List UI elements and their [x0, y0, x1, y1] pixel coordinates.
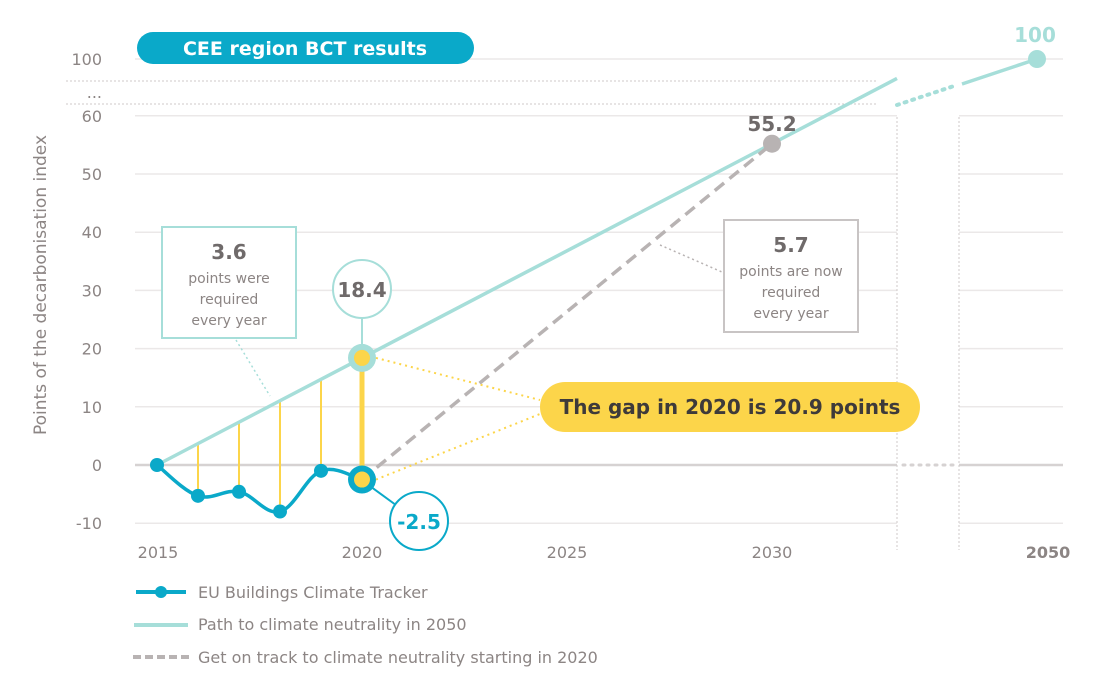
x-tick-label: 2015 — [138, 543, 179, 562]
y-tick-label: 60 — [82, 107, 102, 126]
y-axis-label: Points of the decarbonisation index — [31, 135, 51, 435]
y-tick-label: 10 — [82, 398, 102, 417]
legend-tracker-marker-icon — [155, 586, 167, 598]
leader-right-box — [659, 244, 723, 273]
path-point-2050 — [1028, 50, 1046, 68]
series — [150, 50, 1046, 519]
legend-item-tracker: EU Buildings Climate Tracker — [136, 583, 428, 602]
path-line-break — [895, 83, 959, 107]
annotation-left-line-2: required — [200, 292, 259, 308]
gap-callout-background — [540, 382, 920, 432]
tracker-point — [150, 458, 164, 472]
chart-title-text: CEE region BCT results — [183, 38, 427, 60]
annotation-right-line-2: required — [762, 285, 821, 301]
leader-left-box — [235, 339, 271, 397]
tracker-line — [155, 463, 363, 514]
label-value-18-4: 18.4 — [337, 278, 386, 302]
legend-tracker-label: EU Buildings Climate Tracker — [198, 583, 428, 602]
chart-title-background — [137, 32, 474, 64]
y-tick-label: 40 — [82, 223, 102, 242]
y-tick-label: 0 — [92, 456, 102, 475]
chart-title: CEE region BCT results — [137, 32, 474, 64]
tracker-point — [273, 504, 287, 519]
label-circle-18-4 — [332, 259, 392, 319]
y-tick-label: 50 — [82, 165, 102, 184]
annotation-box-left-border — [161, 226, 297, 339]
legend-item-path: Path to climate neutrality in 2050 — [134, 615, 467, 634]
y-tick-label: 100 — [71, 50, 102, 69]
annotation-right-line-1: points are now — [739, 264, 842, 280]
annotations: 18.4 -2.5 55.2 100 — [235, 23, 1056, 551]
label-value-100: 100 — [1014, 23, 1056, 47]
tracker-point — [232, 484, 246, 499]
annotation-left-line-1: points were — [188, 271, 270, 287]
label-circle-minus-2-5 — [389, 491, 449, 551]
legend-ontrack-label: Get on track to climate neutrality start… — [198, 648, 598, 667]
tracker-point-2020 — [354, 471, 370, 488]
ontrack-point-2030 — [763, 134, 781, 153]
y-tick-label: 30 — [82, 281, 102, 300]
leader-gap-top — [375, 356, 541, 401]
annotation-box-left: 3.6 points were required every year — [161, 226, 297, 339]
x-tick-label: 2050 — [1026, 543, 1071, 562]
annotation-box-right-border — [723, 219, 859, 333]
annotation-left-line-3: every year — [191, 313, 266, 329]
y-tick-label: -10 — [76, 514, 102, 533]
label-value-55-2: 55.2 — [747, 112, 796, 136]
x-tick-label: 2030 — [752, 543, 793, 562]
gap-callout: The gap in 2020 is 20.9 points — [540, 382, 920, 432]
annotation-right-line-3: every year — [753, 306, 828, 322]
ontrack-line — [360, 142, 774, 481]
legend: EU Buildings Climate Tracker Path to cli… — [133, 583, 598, 667]
legend-item-ontrack: Get on track to climate neutrality start… — [133, 648, 598, 667]
x-tick-label: 2025 — [547, 543, 588, 562]
leader-gap-bottom — [375, 413, 541, 481]
gap-callout-text: The gap in 2020 is 20.9 points — [560, 395, 901, 419]
path-point-2020 — [354, 349, 370, 366]
x-tick-label: 2020 — [342, 543, 383, 562]
annotation-left-value: 3.6 — [211, 240, 246, 264]
path-line-end — [961, 57, 1038, 86]
label-value-minus-2-5: -2.5 — [397, 510, 441, 534]
legend-path-label: Path to climate neutrality in 2050 — [198, 615, 467, 634]
tracker-point — [191, 488, 205, 503]
annotation-right-value: 5.7 — [773, 233, 808, 257]
y-tick-label: 20 — [82, 340, 102, 359]
grid — [66, 58, 1063, 550]
y-tick-label: ... — [87, 83, 102, 102]
tracker-point — [314, 463, 328, 478]
annotation-box-right: 5.7 points are now required every year — [723, 219, 859, 333]
